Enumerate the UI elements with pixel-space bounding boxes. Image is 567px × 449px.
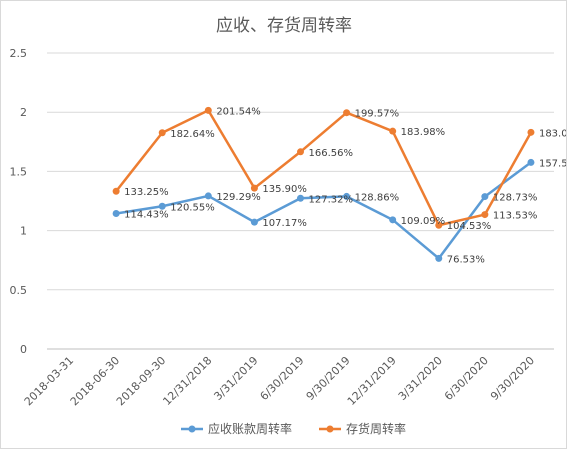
series-1-point bbox=[343, 109, 351, 117]
data-label: 182.64% bbox=[170, 129, 215, 140]
series-1-point bbox=[297, 148, 304, 156]
series-0-point bbox=[343, 192, 351, 200]
series-1-point bbox=[250, 184, 258, 192]
data-label: 129.29% bbox=[216, 192, 261, 203]
legend-marker-0 bbox=[188, 425, 196, 433]
x-tick-label: 9/30/2020 bbox=[488, 354, 537, 403]
chart-title: 应收、存货周转率 bbox=[216, 16, 352, 36]
series-line-1 bbox=[115, 109, 533, 227]
data-label: 183.00% bbox=[539, 128, 566, 139]
data-label: 199.57% bbox=[355, 109, 400, 120]
data-label: 107.17% bbox=[262, 218, 307, 229]
data-label: 183.98% bbox=[401, 127, 446, 138]
data-label: 135.90% bbox=[262, 184, 307, 195]
series-lines bbox=[112, 106, 535, 262]
y-tick-label: 2 bbox=[20, 106, 27, 119]
legend-label-0: 应收账款周转率 bbox=[208, 421, 292, 436]
x-tick-label: 12/31/2018 bbox=[160, 354, 214, 408]
series-1-point bbox=[204, 106, 212, 114]
data-label: 201.54% bbox=[216, 106, 261, 117]
series-0-point bbox=[250, 218, 258, 226]
x-tick-label: 12/31/2019 bbox=[345, 354, 399, 408]
series-1-point bbox=[435, 221, 443, 229]
series-0-point bbox=[158, 202, 166, 210]
legend: 应收账款周转率 存货周转率 bbox=[181, 421, 406, 436]
x-tick-label: 9/30/2019 bbox=[304, 354, 353, 403]
series-1-point bbox=[158, 129, 166, 137]
series-0-point bbox=[204, 192, 212, 200]
series-0-point bbox=[481, 193, 489, 201]
data-label: 109.09% bbox=[401, 216, 446, 227]
data-label: 127.32% bbox=[309, 194, 354, 205]
y-axis: 0 0.5 1 1.5 2 2.5 bbox=[10, 47, 28, 356]
series-line-0 bbox=[115, 161, 532, 260]
data-label: 133.25% bbox=[124, 187, 168, 198]
legend-label-1: 存货周转率 bbox=[346, 421, 406, 436]
data-labels: 114.43%120.55%129.29% 107.17% 127.32% 128.8… bbox=[124, 106, 566, 265]
y-tick-label: 0.5 bbox=[10, 284, 28, 297]
data-label: 157.58% bbox=[539, 158, 566, 169]
data-label: 128.73% bbox=[493, 193, 538, 204]
y-tick-label: 0 bbox=[20, 343, 27, 356]
data-label: 114.43% bbox=[124, 210, 168, 221]
series-1-point bbox=[527, 128, 535, 136]
series-0-point bbox=[112, 210, 120, 218]
data-label: 76.53% bbox=[447, 254, 485, 265]
data-label: 113.53% bbox=[493, 211, 538, 222]
series-1-point bbox=[112, 187, 120, 195]
data-label: 166.56% bbox=[309, 148, 354, 159]
x-axis: 2018-03-312018-06-302018-09-3012/31/2018… bbox=[22, 354, 537, 408]
series-1-point bbox=[481, 211, 489, 219]
data-label: 120.55% bbox=[170, 202, 215, 213]
x-tick-label: 2018-09-30 bbox=[114, 354, 168, 408]
x-tick-label: 3/31/2020 bbox=[396, 354, 445, 403]
y-tick-label: 1.5 bbox=[10, 165, 28, 178]
series-1-point bbox=[389, 127, 397, 135]
x-tick-label: 3/31/2019 bbox=[211, 354, 260, 403]
series-0-point bbox=[297, 194, 304, 202]
series-0-point bbox=[389, 216, 397, 224]
x-tick-label: 6/30/2020 bbox=[442, 354, 491, 403]
y-tick-label: 2.5 bbox=[10, 47, 28, 60]
data-label: 128.86% bbox=[355, 192, 400, 203]
data-label: 104.53% bbox=[447, 221, 492, 232]
y-tick-label: 1 bbox=[20, 225, 27, 238]
x-tick-label: 6/30/2019 bbox=[258, 354, 307, 403]
legend-marker-1 bbox=[326, 425, 334, 433]
series-0-point bbox=[527, 158, 535, 166]
series-0-point bbox=[435, 254, 443, 262]
